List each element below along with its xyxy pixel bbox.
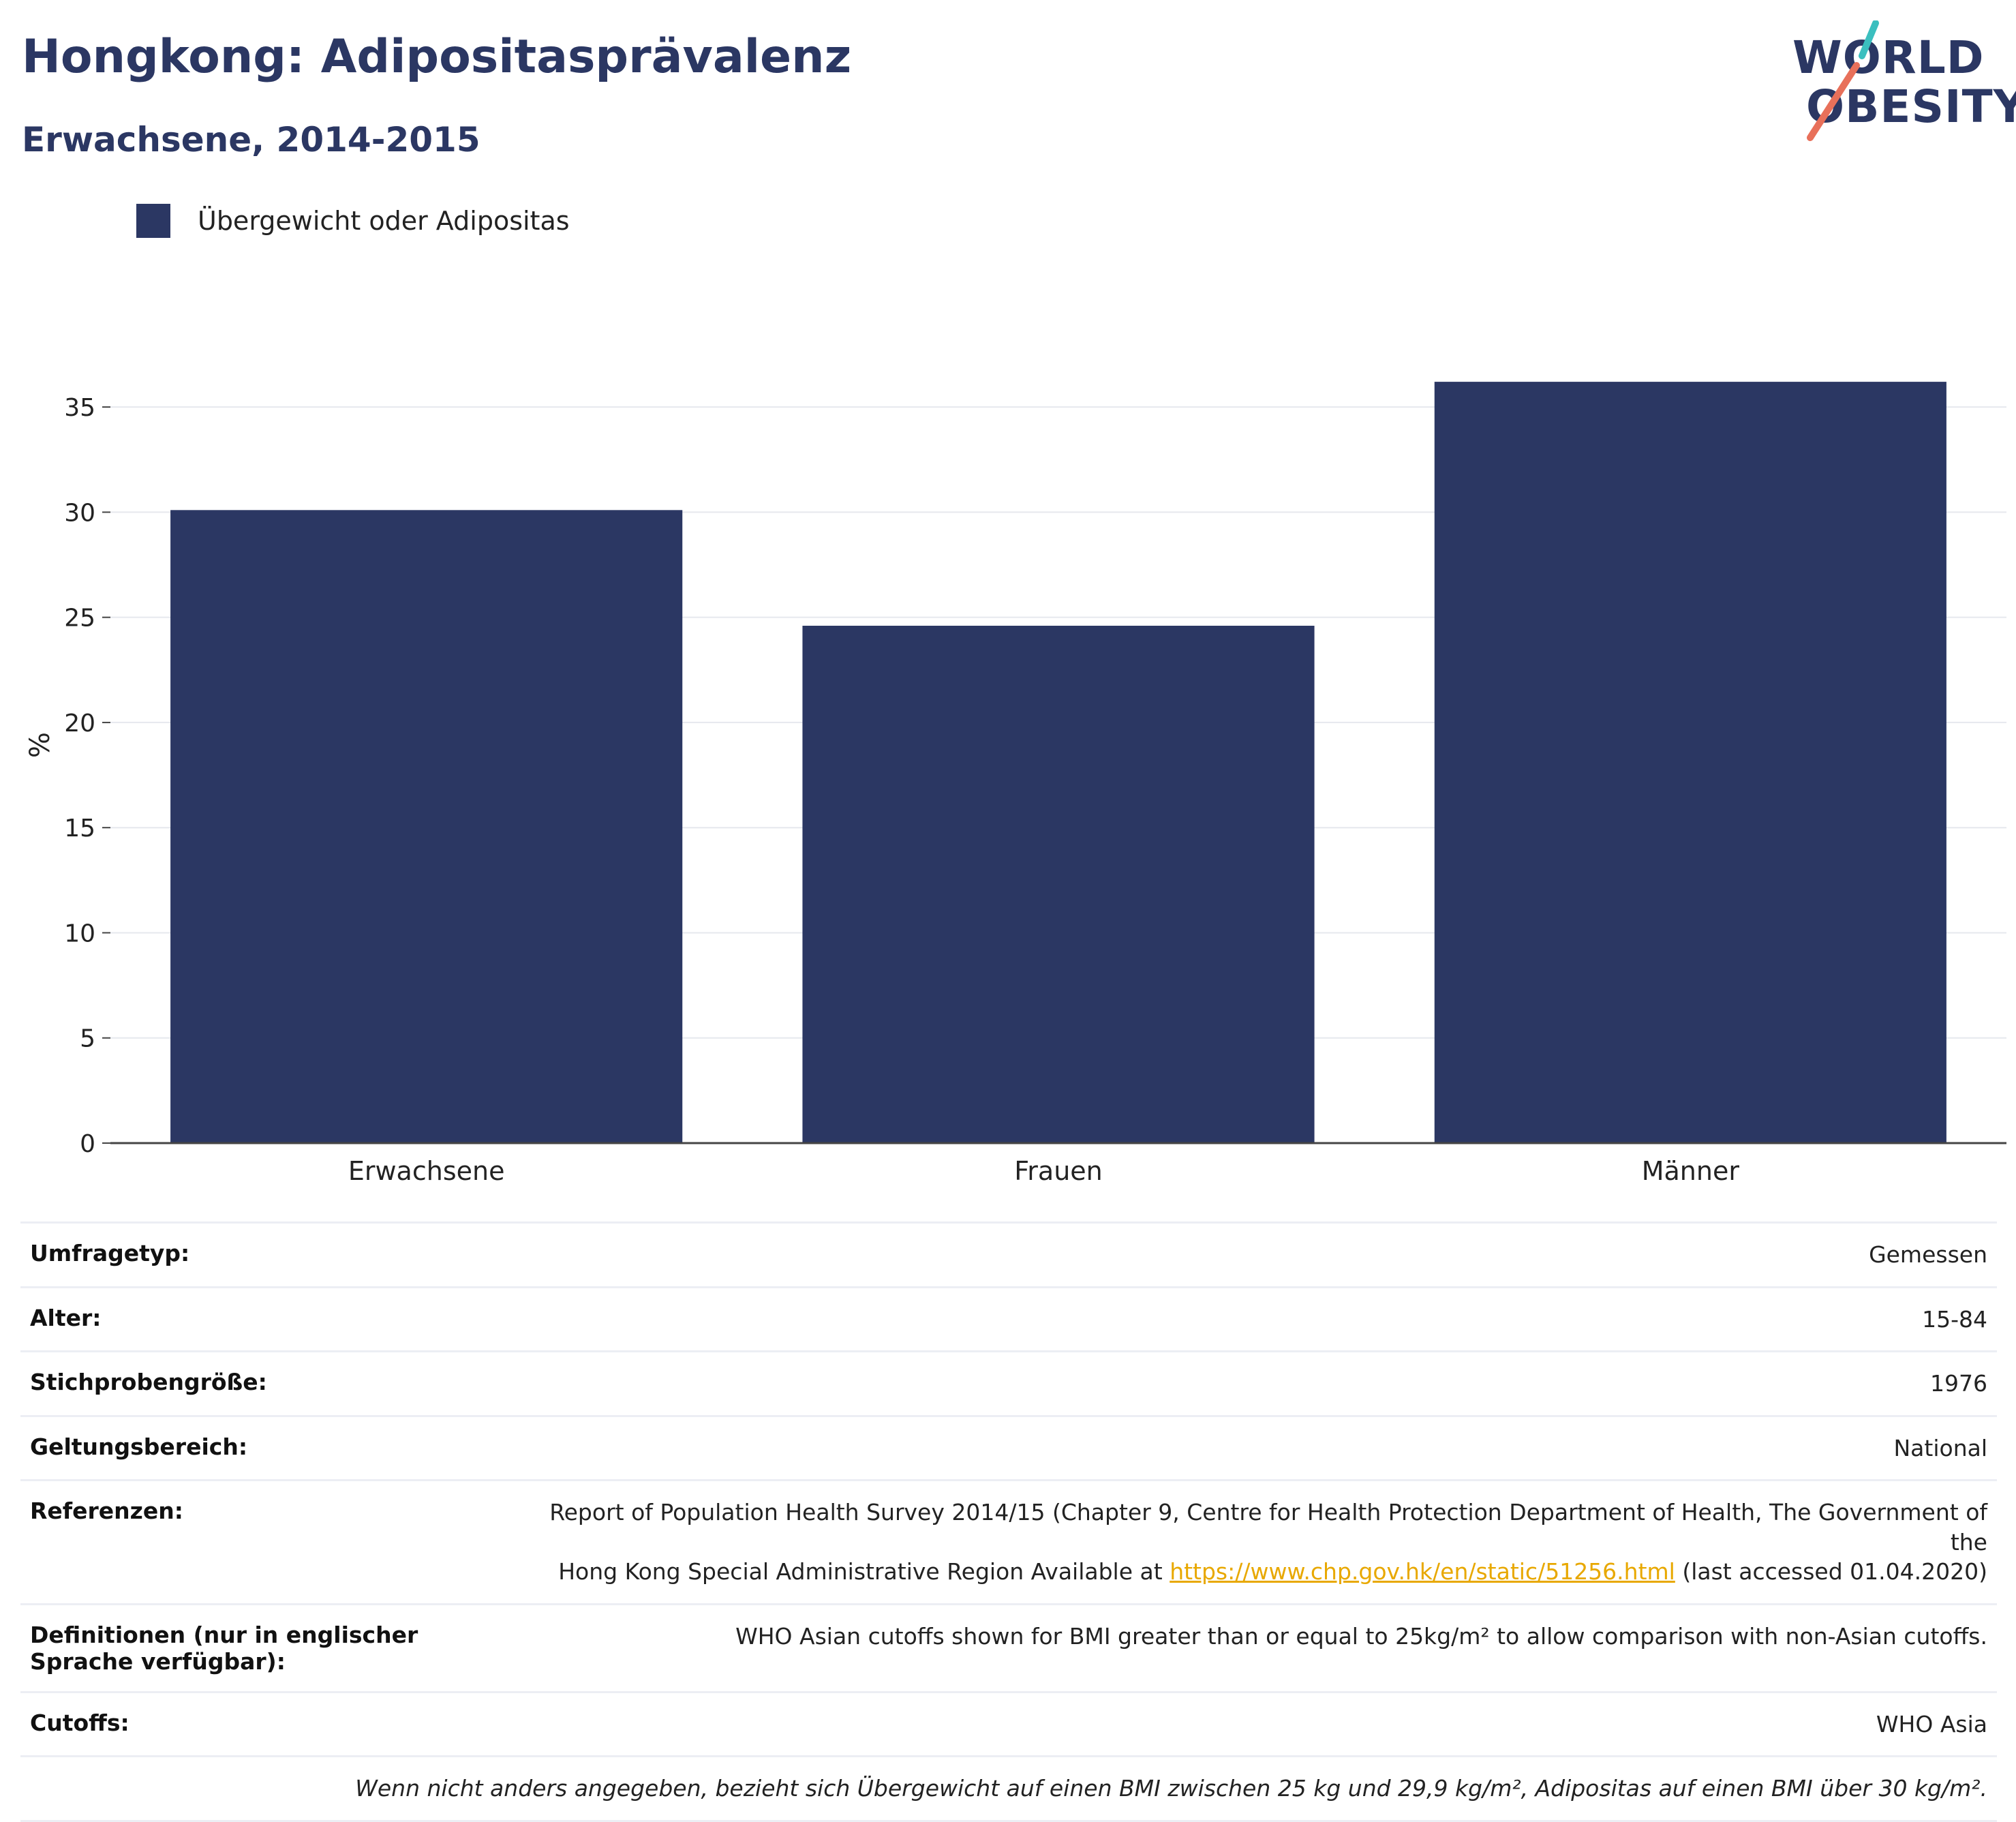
table-row: Geltungsbereich: National <box>20 1414 1997 1481</box>
reference-accessed-date: (last accessed 01.04.2020) <box>1682 1558 1987 1585</box>
info-key-cutoffs: Cutoffs: <box>20 1690 517 1757</box>
y-axis-ticks: 0 5 10 15 20 25 30 35 <box>64 394 110 1158</box>
table-row: Cutoffs: WHO Asia <box>20 1690 1997 1757</box>
info-value-coverage: National <box>517 1414 1997 1481</box>
info-key-age: Alter: <box>20 1286 517 1352</box>
table-row: Referenzen: Report of Population Health … <box>20 1479 1997 1605</box>
y-tick-label: 25 <box>64 605 95 633</box>
table-row: Definitionen (nur in englischer Sprache … <box>20 1603 1997 1692</box>
y-tick-label: 5 <box>80 1025 95 1053</box>
y-tick-label: 0 <box>80 1130 95 1158</box>
info-value-references: Report of Population Health Survey 2014/… <box>517 1479 1997 1605</box>
info-key-references: Referenzen: <box>20 1479 517 1605</box>
bar-chart: 0 5 10 15 20 25 30 35 Erwachsene Frauen Männer % <box>25 382 2006 1186</box>
info-value-survey-type: Gemessen <box>517 1221 1997 1288</box>
table-row: Stichprobengröße: 1976 <box>20 1350 1997 1416</box>
y-tick-label: 35 <box>64 394 95 422</box>
reference-link[interactable]: https://www.chp.gov.hk/en/static/51256.h… <box>1170 1558 1675 1585</box>
info-key-coverage: Geltungsbereich: <box>20 1414 517 1481</box>
footnote: Wenn nicht anders angegeben, bezieht sic… <box>20 1755 1997 1822</box>
world-obesity-logo: WORLD OBESITY <box>1786 20 2016 143</box>
y-tick-label: 30 <box>64 499 95 527</box>
x-axis-ticks: Erwachsene Frauen Männer <box>348 1156 1739 1186</box>
y-axis-title: % <box>25 732 56 758</box>
info-key-survey-type: Umfragetyp: <box>20 1221 517 1288</box>
survey-info-table: Umfragetyp: Gemessen Alter: 15-84 Stichp… <box>20 1221 1997 1822</box>
y-tick-label: 20 <box>64 710 95 738</box>
info-key-definitions: Definitionen (nur in englischer Sprache … <box>20 1603 517 1692</box>
y-tick-label: 15 <box>64 815 95 842</box>
table-row: Umfragetyp: Gemessen <box>20 1221 1997 1288</box>
x-tick-label: Erwachsene <box>348 1156 505 1186</box>
logo-line-1: WORLD <box>1792 31 1985 84</box>
x-tick-label: Männer <box>1642 1156 1740 1186</box>
x-tick-label: Frauen <box>1014 1156 1103 1186</box>
table-row: Wenn nicht anders angegeben, bezieht sic… <box>20 1755 1997 1822</box>
legend-swatch <box>136 204 170 238</box>
bar-erwachsene <box>170 510 683 1143</box>
legend-label: Übergewicht oder Adipositas <box>198 206 570 236</box>
y-tick-label: 10 <box>64 920 95 947</box>
page-subtitle: Erwachsene, 2014-2015 <box>22 120 480 160</box>
bar-männer <box>1434 382 1946 1143</box>
page-title: Hongkong: Adipositasprävalenz <box>22 30 852 84</box>
info-value-sample-size: 1976 <box>517 1350 1997 1416</box>
info-value-age: 15-84 <box>517 1286 1997 1352</box>
table-row: Alter: 15-84 <box>20 1286 1997 1352</box>
chart-bars <box>170 382 1946 1143</box>
reference-text-line-2: Hong Kong Special Administrative Region … <box>558 1558 1163 1585</box>
info-value-definitions: WHO Asian cutoffs shown for BMI greater … <box>517 1603 1997 1692</box>
info-value-cutoffs: WHO Asia <box>517 1690 1997 1757</box>
logo-slash-icon <box>1807 20 1879 141</box>
bar-frauen <box>802 626 1315 1143</box>
reference-text-line-1: Report of Population Health Survey 2014/… <box>549 1499 1987 1555</box>
chart-legend: Übergewicht oder Adipositas <box>136 203 570 239</box>
info-key-sample-size: Stichprobengröße: <box>20 1350 517 1416</box>
